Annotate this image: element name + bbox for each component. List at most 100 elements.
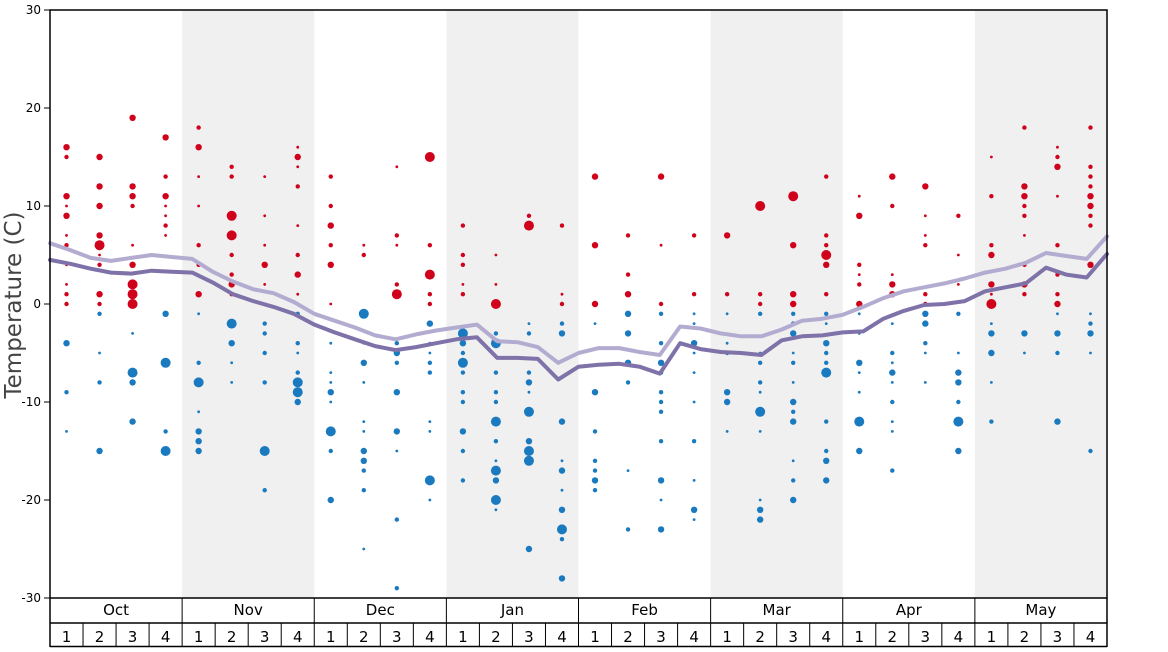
y-tick-label: 0 xyxy=(33,297,41,311)
observation-dot xyxy=(494,508,498,512)
observation-dot xyxy=(424,152,435,162)
month-label: Oct xyxy=(103,601,129,619)
observation-dot xyxy=(329,400,333,404)
observation-dot xyxy=(490,495,501,505)
observation-dot xyxy=(821,250,832,260)
week-label: 3 xyxy=(260,628,270,646)
observation-dot xyxy=(821,367,832,378)
observation-dot xyxy=(624,330,632,337)
week-label: 1 xyxy=(62,628,72,646)
observation-dot xyxy=(857,282,862,287)
observation-dot xyxy=(626,469,630,472)
month-band-jan xyxy=(446,10,579,598)
observation-dot xyxy=(526,331,532,336)
observation-dot xyxy=(127,289,138,300)
week-label: 4 xyxy=(821,628,831,646)
observation-dot xyxy=(857,262,862,267)
observation-dot xyxy=(327,261,334,268)
observation-dot xyxy=(64,154,69,160)
observation-dot xyxy=(1054,163,1061,170)
week-label: 2 xyxy=(95,628,105,646)
observation-dot xyxy=(757,292,763,297)
observation-dot xyxy=(692,322,696,325)
observation-dot xyxy=(394,360,400,365)
observation-dot xyxy=(64,301,69,307)
observation-dot xyxy=(823,261,830,268)
observation-dot xyxy=(691,292,697,297)
observation-dot xyxy=(1022,213,1027,218)
observation-dot xyxy=(261,261,268,268)
week-label: 1 xyxy=(194,628,204,646)
week-label: 2 xyxy=(359,628,369,646)
observation-dot xyxy=(1056,145,1059,149)
week-label: 1 xyxy=(458,628,468,646)
observation-dot xyxy=(395,165,399,169)
observation-dots xyxy=(63,114,1094,591)
observation-dot xyxy=(556,524,567,535)
observation-dot xyxy=(492,477,500,484)
observation-dot xyxy=(559,301,565,307)
observation-dot xyxy=(129,193,136,200)
observation-dot xyxy=(327,389,334,396)
observation-dot xyxy=(127,299,138,309)
observation-dot xyxy=(657,526,665,533)
observation-dot xyxy=(791,459,795,463)
observation-dot xyxy=(329,371,333,374)
observation-dot xyxy=(460,478,466,483)
observation-dot xyxy=(328,174,333,179)
mean-lines xyxy=(48,234,1109,382)
observation-dot xyxy=(525,379,533,386)
observation-dot xyxy=(625,380,631,385)
week-label: 4 xyxy=(161,628,171,646)
observation-dot xyxy=(558,467,566,474)
observation-dot xyxy=(1089,351,1092,355)
observation-dot xyxy=(986,299,997,309)
observation-dot xyxy=(1056,312,1059,316)
observation-dot xyxy=(296,224,300,228)
week-label: 2 xyxy=(623,628,633,646)
observation-dot xyxy=(295,252,300,258)
observation-dot xyxy=(228,340,235,347)
observation-dot xyxy=(755,201,766,211)
observation-dot xyxy=(97,380,102,385)
observation-dot xyxy=(391,289,402,300)
observation-dot xyxy=(361,252,366,258)
observation-dot xyxy=(424,475,435,486)
observation-dot xyxy=(527,322,531,325)
observation-dot xyxy=(756,506,764,513)
observation-dot xyxy=(428,351,432,355)
observation-dot xyxy=(725,341,729,345)
observation-dot xyxy=(591,477,599,484)
observation-dot xyxy=(692,479,696,482)
observation-dot xyxy=(889,281,896,288)
observation-dot xyxy=(790,242,797,249)
observation-dot xyxy=(296,292,300,296)
observation-dot xyxy=(890,273,894,276)
observation-dot xyxy=(890,350,895,356)
observation-dot xyxy=(327,496,334,504)
observation-dot xyxy=(328,203,333,209)
observation-dot xyxy=(230,361,234,365)
observation-dot xyxy=(163,223,168,228)
observation-dot xyxy=(856,447,863,455)
observation-dot xyxy=(658,301,664,307)
observation-dot xyxy=(1088,321,1093,326)
observation-dot xyxy=(791,409,796,414)
observation-dot xyxy=(63,193,70,200)
observation-dot xyxy=(791,311,796,316)
observation-dot xyxy=(890,420,894,423)
observation-dot xyxy=(890,361,894,365)
observation-dot xyxy=(790,418,797,425)
week-label: 4 xyxy=(293,628,303,646)
observation-dot xyxy=(229,272,234,277)
observation-dot xyxy=(923,243,928,248)
observation-dot xyxy=(296,351,300,355)
week-label: 2 xyxy=(227,628,237,646)
series-line-1 xyxy=(48,234,1109,365)
observation-dot xyxy=(96,291,103,298)
observation-dot xyxy=(164,234,168,237)
observation-dot xyxy=(890,322,894,325)
observation-dot xyxy=(988,281,995,288)
observation-dot xyxy=(162,134,169,141)
observation-dot xyxy=(65,430,68,433)
